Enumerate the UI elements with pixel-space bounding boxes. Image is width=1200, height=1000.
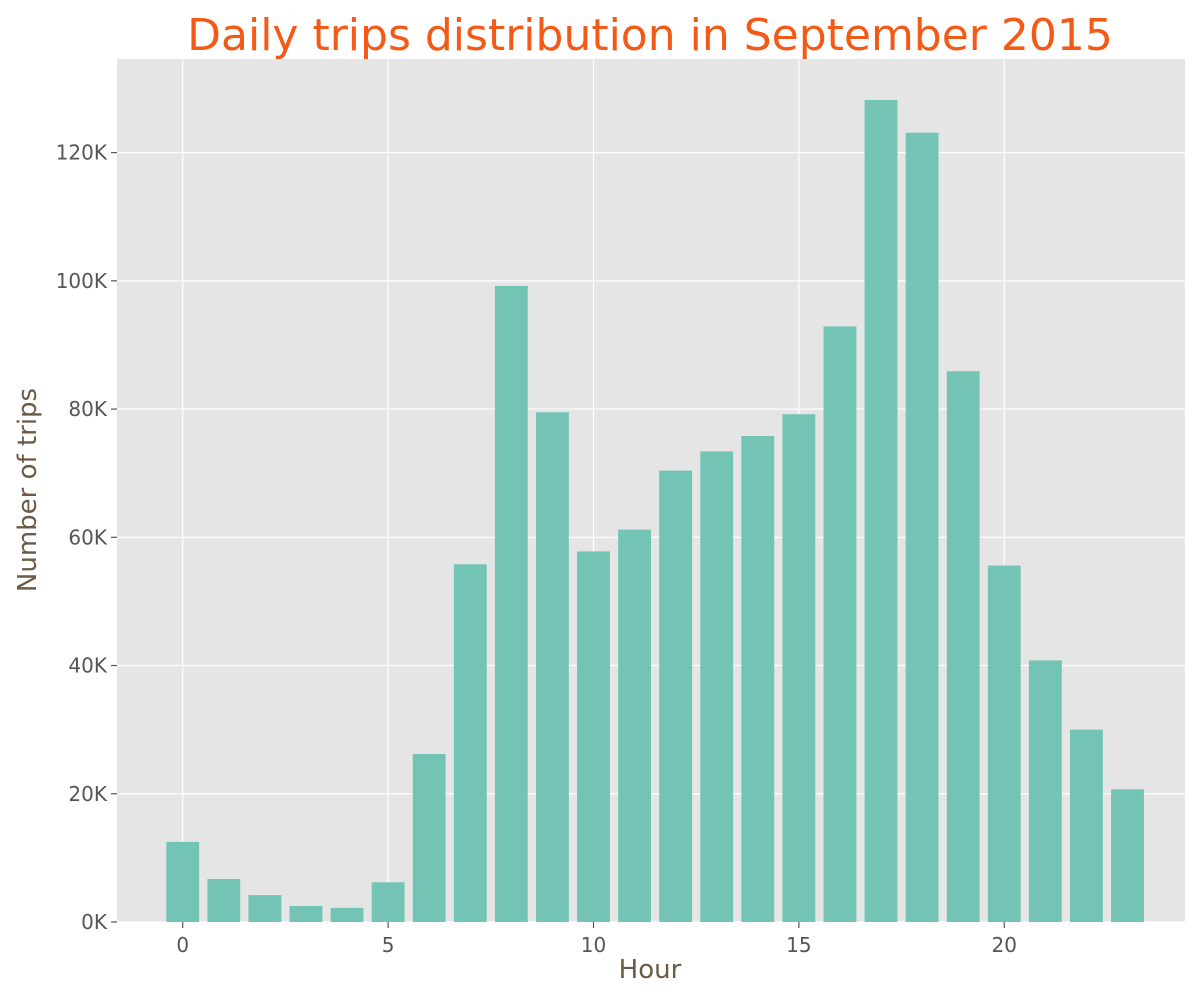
x-tick-label: 10 xyxy=(581,933,606,957)
y-tick-label: 60K xyxy=(68,525,107,549)
bar-hour-17 xyxy=(864,100,898,922)
y-tick-label: 0K xyxy=(81,910,108,934)
bar-hour-21 xyxy=(1028,660,1062,922)
y-tick-label: 100K xyxy=(56,269,108,293)
y-tick-label: 80K xyxy=(68,397,107,421)
bar-hour-7 xyxy=(453,564,487,922)
bar-hour-14 xyxy=(741,436,775,922)
bar-hour-10 xyxy=(577,551,610,922)
bar-hour-0 xyxy=(166,841,200,922)
bars xyxy=(166,100,1144,923)
y-tick-label: 120K xyxy=(56,141,108,165)
bar-hour-8 xyxy=(494,285,528,922)
x-axis-label: Hour xyxy=(619,955,682,985)
bar-hour-18 xyxy=(905,132,939,922)
y-axis-label: Number of trips xyxy=(13,388,43,592)
bar-hour-4 xyxy=(330,907,364,922)
axes: 0K 20K 40K 60K 80K 100K 120K 0 5 10 15 20 xyxy=(56,141,1017,957)
x-tick-label: 15 xyxy=(786,933,811,957)
x-tick-label: 0 xyxy=(176,933,189,957)
bar-hour-9 xyxy=(535,412,569,922)
y-tick-label: 40K xyxy=(68,654,107,678)
bar-hour-5 xyxy=(371,882,405,922)
bar-hour-23 xyxy=(1111,789,1144,922)
bar-hour-19 xyxy=(946,371,980,923)
x-tick-label: 20 xyxy=(992,933,1017,957)
bar-hour-2 xyxy=(248,895,282,922)
bar-hour-20 xyxy=(987,565,1021,922)
x-tick-label: 5 xyxy=(382,933,395,957)
bar-hour-15 xyxy=(782,414,816,922)
bar-hour-16 xyxy=(823,326,857,923)
bar-hour-1 xyxy=(207,879,241,922)
chart-title: Daily trips distribution in September 20… xyxy=(187,10,1113,61)
bar-hour-3 xyxy=(289,905,323,922)
y-tick-label: 20K xyxy=(68,782,107,806)
bar-hour-12 xyxy=(659,470,693,922)
bar-hour-22 xyxy=(1069,729,1103,922)
bar-hour-13 xyxy=(700,451,734,922)
bar-hour-11 xyxy=(618,529,651,922)
bar-hour-6 xyxy=(412,754,446,922)
